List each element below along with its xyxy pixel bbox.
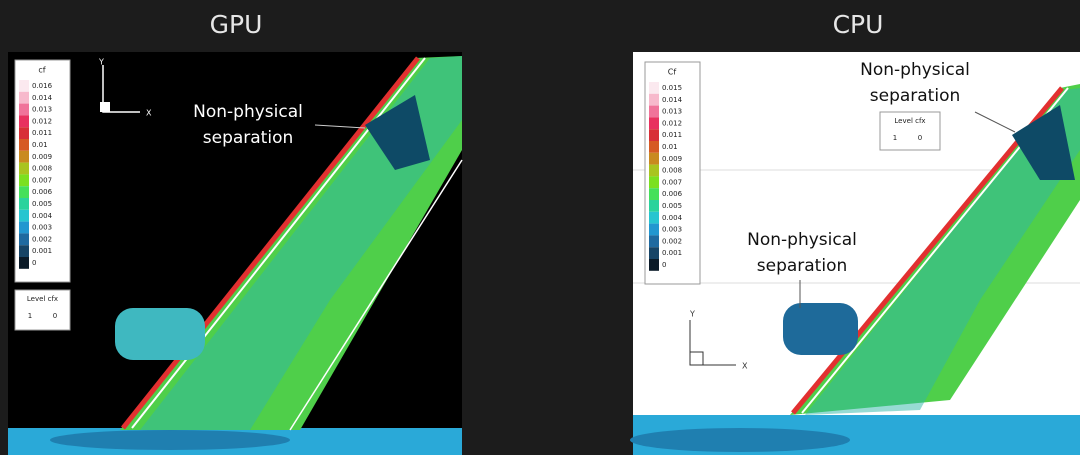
legend-label: 0.008 <box>662 167 682 175</box>
level-box-value: 0 <box>918 134 922 142</box>
legend-label: 0 <box>662 261 666 269</box>
legend-label: 0.001 <box>32 247 52 255</box>
legend-label: 0.013 <box>32 106 52 114</box>
axis-origin <box>100 102 110 112</box>
level-box-value: 0 <box>53 312 57 320</box>
legend-title: cf <box>38 66 45 75</box>
legend-swatch <box>649 94 659 106</box>
annotation: Non-physical <box>747 230 857 250</box>
legend-swatch <box>649 188 659 200</box>
legend-swatch <box>19 80 29 92</box>
legend-label: 0.016 <box>32 82 53 90</box>
legend-label: 0.01 <box>662 143 678 151</box>
legend-label: 0.004 <box>662 214 683 222</box>
legend-label: 0.013 <box>662 108 682 116</box>
legend-label: 0.005 <box>32 200 52 208</box>
legend-swatch <box>649 129 659 141</box>
legend-label: 0.011 <box>32 129 52 137</box>
legend-swatch <box>19 174 29 186</box>
legend-label: 0.014 <box>662 96 683 104</box>
legend-label: 0.002 <box>662 237 682 245</box>
legend-label: 0.003 <box>32 224 52 232</box>
legend-swatch <box>649 247 659 259</box>
legend-label: 0.006 <box>662 190 683 198</box>
legend-swatch <box>649 141 659 153</box>
level-box-title: Level cfx <box>894 117 925 125</box>
ground-shade <box>630 428 850 452</box>
legend-swatch <box>649 176 659 188</box>
axis-label: X <box>146 109 152 118</box>
legend-swatch <box>649 106 659 118</box>
legend-label: 0.014 <box>32 94 53 102</box>
annotation: Non-physical <box>860 60 970 80</box>
legend-swatch <box>19 139 29 151</box>
legend-swatch <box>19 233 29 245</box>
legend-swatch <box>19 222 29 234</box>
legend-label: 0.002 <box>32 235 52 243</box>
axis-label: X <box>742 362 748 371</box>
legend-label: 0.015 <box>662 84 682 92</box>
legend-swatch <box>649 117 659 129</box>
nacelle <box>783 303 858 355</box>
level-box-title: Level cfx <box>27 295 58 303</box>
cpu-panel <box>630 52 1080 455</box>
panel-title: CPU <box>833 10 884 39</box>
legend-swatch <box>19 257 29 269</box>
legend-label: 0.012 <box>32 117 52 125</box>
axis-label: Y <box>689 310 695 319</box>
legend-swatch <box>19 115 29 127</box>
ground-shade <box>50 430 290 450</box>
legend-swatch <box>19 151 29 163</box>
annotation: separation <box>870 86 961 106</box>
panel-title: GPU <box>210 10 263 39</box>
legend-swatch <box>649 200 659 212</box>
legend-swatch <box>649 165 659 177</box>
legend-label: 0.007 <box>662 178 682 186</box>
legend-label: 0.009 <box>32 153 52 161</box>
level-box-value: 1 <box>28 312 32 320</box>
legend-swatch <box>19 92 29 104</box>
legend-swatch <box>19 210 29 222</box>
legend-swatch <box>649 82 659 94</box>
legend-label: 0.011 <box>662 131 682 139</box>
legend-swatch <box>649 153 659 165</box>
legend-label: 0.007 <box>32 176 52 184</box>
annotation: Non-physical <box>193 102 303 122</box>
legend-label: 0.001 <box>662 249 682 257</box>
legend-label: 0.003 <box>662 226 682 234</box>
legend-label: 0 <box>32 259 36 267</box>
level-box-value: 1 <box>893 134 897 142</box>
legend-swatch <box>649 212 659 224</box>
legend-swatch <box>19 186 29 198</box>
legend-swatch <box>649 235 659 247</box>
slide: GPU CPU cf0.0160.0 <box>0 0 1080 455</box>
legend-swatch <box>649 224 659 236</box>
legend-swatch <box>19 127 29 139</box>
legend-label: 0.01 <box>32 141 48 149</box>
legend-label: 0.006 <box>32 188 53 196</box>
legend-label: 0.008 <box>32 165 52 173</box>
legend-title: Cf <box>668 68 677 77</box>
axis-label: Y <box>98 58 104 67</box>
legend-label: 0.004 <box>32 212 53 220</box>
legend-label: 0.005 <box>662 202 682 210</box>
legend-label: 0.009 <box>662 155 682 163</box>
legend-swatch <box>19 245 29 257</box>
legend-swatch <box>19 104 29 116</box>
annotation: separation <box>757 256 848 276</box>
legend-swatch <box>649 259 659 271</box>
annotation: separation <box>203 128 294 148</box>
nacelle <box>115 308 205 360</box>
legend-label: 0.012 <box>662 119 682 127</box>
legend-swatch <box>19 163 29 175</box>
legend-swatch <box>19 198 29 210</box>
